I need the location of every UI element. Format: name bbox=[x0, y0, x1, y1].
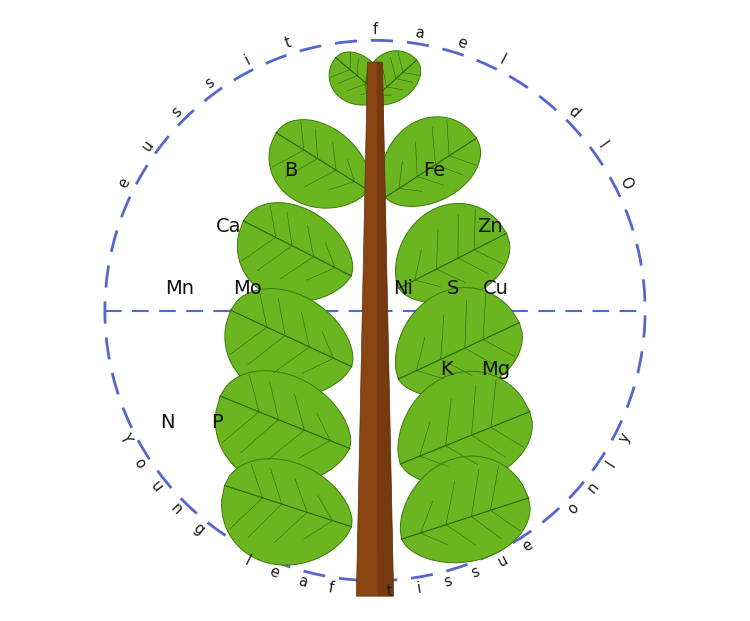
Text: Y: Y bbox=[116, 431, 134, 445]
Text: Fe: Fe bbox=[423, 161, 445, 180]
Polygon shape bbox=[215, 371, 351, 484]
Text: Cu: Cu bbox=[483, 279, 509, 298]
Polygon shape bbox=[366, 51, 421, 105]
Text: a: a bbox=[296, 573, 308, 591]
Polygon shape bbox=[269, 120, 370, 208]
Text: l: l bbox=[497, 53, 508, 68]
Text: Mo: Mo bbox=[233, 279, 262, 298]
Text: i: i bbox=[242, 53, 253, 68]
Text: a: a bbox=[413, 25, 424, 41]
Text: u: u bbox=[495, 552, 510, 569]
Polygon shape bbox=[376, 62, 394, 596]
Text: l: l bbox=[603, 458, 618, 469]
Text: Ni: Ni bbox=[393, 279, 413, 298]
Text: e: e bbox=[268, 564, 281, 581]
Text: e: e bbox=[455, 35, 469, 52]
Polygon shape bbox=[395, 288, 523, 397]
Text: Ca: Ca bbox=[216, 217, 242, 236]
Text: e: e bbox=[116, 176, 134, 191]
Text: u: u bbox=[148, 479, 166, 496]
Text: B: B bbox=[284, 161, 298, 180]
Text: Zn: Zn bbox=[477, 217, 502, 236]
Text: n: n bbox=[168, 501, 185, 518]
Polygon shape bbox=[381, 117, 481, 206]
Text: t: t bbox=[284, 35, 293, 52]
Text: f: f bbox=[327, 580, 334, 596]
Text: s: s bbox=[470, 564, 482, 581]
Text: n: n bbox=[584, 479, 602, 496]
Polygon shape bbox=[400, 456, 530, 563]
Text: P: P bbox=[211, 413, 223, 432]
Text: s: s bbox=[168, 104, 184, 120]
Polygon shape bbox=[395, 204, 510, 303]
Text: l: l bbox=[242, 553, 253, 568]
Text: S: S bbox=[446, 279, 459, 298]
Text: N: N bbox=[160, 413, 174, 432]
Polygon shape bbox=[237, 202, 352, 302]
Text: Mn: Mn bbox=[165, 279, 194, 298]
Text: o: o bbox=[130, 456, 148, 471]
Text: o: o bbox=[566, 501, 582, 517]
Polygon shape bbox=[221, 459, 352, 565]
Text: Mg: Mg bbox=[482, 360, 511, 379]
Text: y: y bbox=[616, 431, 634, 445]
Text: s: s bbox=[202, 75, 217, 91]
Text: l: l bbox=[595, 139, 610, 152]
Text: f: f bbox=[373, 22, 377, 37]
Polygon shape bbox=[356, 62, 394, 596]
Polygon shape bbox=[398, 371, 532, 486]
Text: u: u bbox=[139, 137, 157, 153]
Text: K: K bbox=[440, 360, 453, 379]
Text: O: O bbox=[616, 175, 634, 191]
Polygon shape bbox=[329, 52, 386, 105]
Text: g: g bbox=[190, 520, 206, 538]
Text: s: s bbox=[442, 574, 454, 590]
Text: e: e bbox=[520, 537, 536, 555]
Polygon shape bbox=[225, 289, 353, 397]
Text: t: t bbox=[386, 583, 393, 599]
Text: i: i bbox=[416, 580, 422, 596]
Text: d: d bbox=[565, 103, 582, 120]
